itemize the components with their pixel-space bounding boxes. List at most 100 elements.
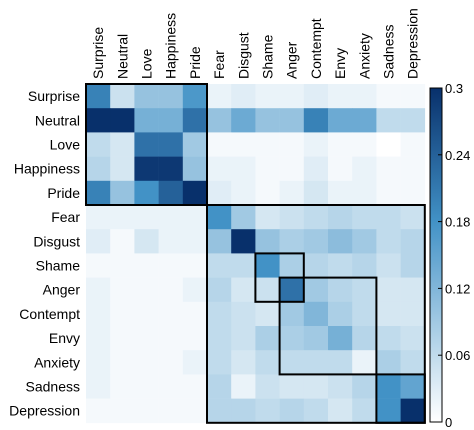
heatmap-cell — [328, 253, 353, 278]
heatmap-cell — [279, 108, 305, 133]
heatmap-cell — [110, 84, 135, 109]
row-label: Surprise — [28, 88, 80, 104]
column-label: Depression — [405, 8, 421, 79]
heatmap-cell — [134, 326, 159, 351]
heatmap-cell — [303, 374, 329, 399]
cluster-box — [375, 373, 426, 424]
heatmap-cell — [110, 205, 135, 230]
heatmap-cell — [328, 350, 353, 375]
heatmap-cell — [376, 398, 401, 424]
heatmap-cell — [376, 350, 401, 375]
heatmap-cell — [400, 156, 426, 182]
colorbar-tick-label: 0.24 — [445, 148, 470, 163]
heatmap-cell — [110, 326, 135, 351]
heatmap-cell — [86, 326, 111, 351]
cluster-boxes — [85, 83, 426, 424]
heatmap-cell — [400, 132, 426, 157]
heatmap-cell — [134, 132, 159, 157]
heatmap-cell — [328, 205, 353, 230]
column-label: Contempt — [308, 18, 324, 79]
heatmap-cell — [207, 229, 232, 254]
heatmap-cell — [376, 205, 401, 230]
heatmap-cell — [207, 180, 232, 206]
heatmap-cell — [158, 180, 184, 206]
heatmap-cell — [134, 374, 159, 399]
heatmap-cell — [134, 156, 159, 182]
column-label: Pride — [187, 46, 203, 79]
heatmap-cell — [110, 253, 135, 278]
heatmap-cell — [134, 277, 159, 303]
heatmap-cell — [400, 374, 426, 399]
heatmap-cell — [328, 84, 353, 109]
heatmap-cell — [279, 156, 305, 182]
heatmap-cell — [376, 301, 401, 327]
heatmap-cell — [158, 398, 184, 424]
heatmap-cell — [182, 253, 208, 278]
heatmap-cell — [352, 326, 377, 351]
heatmap-cell — [110, 180, 135, 206]
heatmap-cell — [86, 132, 111, 157]
heatmap-cell — [352, 253, 377, 278]
heatmap-cell — [352, 84, 377, 109]
heatmap-cell — [303, 229, 329, 254]
heatmap-cell — [86, 205, 111, 230]
heatmap-cell — [134, 253, 159, 278]
heatmap-cell — [376, 84, 401, 109]
column-label: Love — [139, 48, 155, 79]
heatmap-cell — [352, 229, 377, 254]
heatmap-cell — [86, 108, 111, 133]
heatmap-cell — [352, 205, 377, 230]
heatmap-cell — [231, 108, 256, 133]
heatmap-cell — [207, 84, 232, 109]
column-label: Disgust — [235, 32, 251, 79]
heatmap-cell — [255, 229, 280, 254]
column-label: Happiness — [163, 13, 179, 79]
heatmap-cell — [400, 205, 426, 230]
heatmap-cell — [376, 180, 401, 206]
heatmap-cell — [303, 326, 329, 351]
heatmap-cell — [86, 398, 111, 424]
column-label: Envy — [332, 48, 348, 79]
heatmap-cell — [86, 374, 111, 399]
heatmap-cell — [279, 84, 305, 109]
heatmap-cell — [182, 205, 208, 230]
heatmap-cell — [279, 374, 305, 399]
heatmap-cell — [303, 108, 329, 133]
heatmap-cell — [86, 84, 111, 109]
heatmap-cell — [134, 229, 159, 254]
cluster-box — [85, 83, 208, 206]
heatmap-cell — [352, 132, 377, 157]
heatmap-cell — [207, 205, 232, 230]
heatmap-cell — [328, 326, 353, 351]
heatmap-cell — [158, 84, 184, 109]
colorbar-gradient — [429, 87, 443, 423]
heatmap-cell — [86, 277, 111, 303]
heatmap-cell — [255, 374, 280, 399]
heatmap-cell — [352, 180, 377, 206]
heatmap-cell — [352, 156, 377, 182]
heatmap-cell — [255, 180, 280, 206]
column-label: Shame — [260, 34, 276, 79]
heatmap-cell — [182, 84, 208, 109]
row-label: Anxiety — [34, 354, 80, 370]
heatmap-cell — [255, 398, 280, 424]
heatmap-cell — [207, 156, 232, 182]
heatmap-cell — [279, 301, 305, 327]
colorbar: 0 0.06 0.12 0.18 0.24 0.3 — [429, 81, 470, 430]
heatmap-cell — [376, 277, 401, 303]
heatmap-cell — [231, 132, 256, 157]
heatmap-cell — [231, 350, 256, 375]
heatmap-cell — [207, 301, 232, 327]
heatmap-cell — [158, 253, 184, 278]
heatmap-cell — [158, 350, 184, 375]
heatmap-cell — [158, 326, 184, 351]
heatmap-cell — [110, 301, 135, 327]
heatmap-cell — [182, 180, 208, 206]
heatmap-cell — [400, 229, 426, 254]
heatmap-cell — [134, 398, 159, 424]
heatmap-cell — [182, 156, 208, 182]
colorbar-tick-label: 0.3 — [445, 81, 463, 96]
heatmap-cell — [352, 374, 377, 399]
row-label: Anger — [43, 282, 81, 298]
